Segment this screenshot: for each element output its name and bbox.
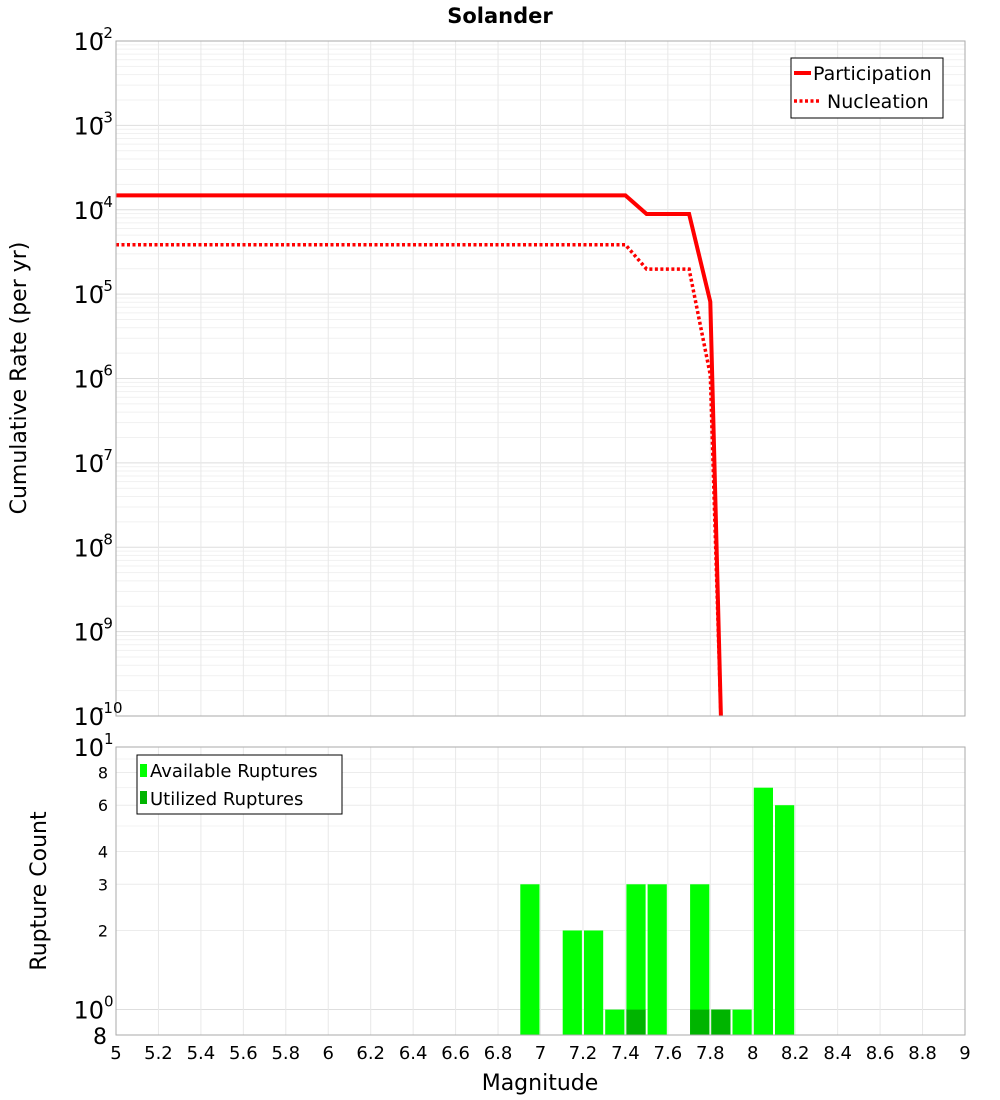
rate-y-tick-exponent: -9 xyxy=(98,615,113,633)
count-y-tick-base: 10 xyxy=(73,997,104,1025)
magnitude-tick-label: 5.8 xyxy=(271,1043,300,1064)
magnitude-tick-label: 5 xyxy=(110,1043,121,1064)
rate-y-tick-base: 10 xyxy=(73,450,104,478)
magnitude-tick-label: 6.2 xyxy=(356,1043,385,1064)
available-rupture-bar xyxy=(647,884,667,1035)
nucleation-legend-label: Nucleation xyxy=(827,91,929,113)
rate-y-tick-base: 10 xyxy=(73,619,104,647)
nucleation-line xyxy=(116,242,723,717)
utilized-rupture-bar xyxy=(711,1009,731,1035)
rate-y-tick-labels: 10-210-310-410-510-610-710-810-910-10 xyxy=(73,24,122,731)
rate-y-tick-base: 10 xyxy=(73,28,104,56)
rate-y-tick-exponent: -7 xyxy=(98,446,113,464)
count-legend: Available Ruptures Utilized Ruptures xyxy=(136,754,343,815)
magnitude-tick-label: 7.6 xyxy=(654,1043,683,1064)
count-y-tick-label: 4 xyxy=(98,842,108,861)
magnitude-tick-label: 8 xyxy=(747,1043,758,1064)
count-plot-frame xyxy=(115,746,966,1036)
count-y-tick-label: 8 xyxy=(98,763,108,782)
available-rupture-bar xyxy=(520,884,540,1035)
rate-y-tick-base: 10 xyxy=(73,112,104,140)
magnitude-tick-label: 8.2 xyxy=(781,1043,810,1064)
magnitude-tick-label: 6.4 xyxy=(399,1043,428,1064)
count-y-tick-exponent: 1 xyxy=(104,730,114,748)
magnitude-tick-label: 7.4 xyxy=(611,1043,640,1064)
magnitude-tick-label: 5.4 xyxy=(187,1043,216,1064)
available-rupture-bar xyxy=(753,787,773,1035)
magnitude-tick-label: 5.6 xyxy=(229,1043,258,1064)
count-bars xyxy=(520,787,795,1035)
magnitude-x-tick-labels: 5 5.2 5.4 5.6 5.8 6 6.2 6.4 6.6 6.8 7 7.2 7.4 7.6 7.8 8… xyxy=(110,1043,970,1064)
utilized-rupture-bar xyxy=(690,1009,710,1035)
available-rupture-bar xyxy=(562,930,582,1035)
rate-legend-box xyxy=(790,57,944,119)
rate-y-tick-exponent: -8 xyxy=(98,530,113,548)
utilized-legend-swatch xyxy=(140,791,147,804)
count-y-axis-label: Rupture Count xyxy=(27,811,52,971)
count-y-tick-base: 10 xyxy=(73,734,104,762)
rate-y-tick-base: 10 xyxy=(73,366,104,394)
magnitude-tick-label: 8.8 xyxy=(908,1043,937,1064)
count-y-tick-label: 8 xyxy=(93,1025,107,1050)
rate-y-tick-base: 10 xyxy=(73,197,104,225)
magnitude-tick-label: 8.4 xyxy=(823,1043,852,1064)
available-rupture-bar xyxy=(775,805,795,1035)
count-y-tick-exponent: 0 xyxy=(104,993,114,1011)
available-rupture-bar xyxy=(626,884,646,1035)
rate-panel: 10-210-310-410-510-610-710-810-910-10 So… xyxy=(7,4,966,731)
participation-legend-label: Participation xyxy=(813,63,932,85)
rate-y-tick-exponent: -10 xyxy=(98,699,123,717)
magnitude-tick-label: 9 xyxy=(959,1043,970,1064)
rate-legend: Participation Nucleation xyxy=(790,57,944,119)
x-axis-label: Magnitude xyxy=(482,1071,599,1096)
rate-y-tick-exponent: -2 xyxy=(98,24,113,42)
rate-y-tick-base: 10 xyxy=(73,281,104,309)
participation-line xyxy=(116,193,723,717)
count-y-tick-label: 3 xyxy=(98,875,108,894)
rate-y-axis-label: Cumulative Rate (per yr) xyxy=(7,242,32,515)
rate-grid xyxy=(115,40,966,717)
rate-y-tick-exponent: -3 xyxy=(98,108,113,126)
magnitude-tick-label: 7 xyxy=(535,1043,546,1064)
magnitude-tick-label: 6.8 xyxy=(484,1043,513,1064)
rate-y-tick-base: 10 xyxy=(73,703,104,731)
magnitude-tick-label: 6.6 xyxy=(441,1043,470,1064)
rate-y-tick-exponent: -6 xyxy=(98,362,113,380)
rate-series xyxy=(116,193,723,717)
count-y-tick-label: 6 xyxy=(98,796,108,815)
count-y-tick-label: 2 xyxy=(98,922,108,941)
available-rupture-bar xyxy=(584,930,604,1035)
magnitude-tick-label: 8.6 xyxy=(866,1043,895,1064)
rate-y-tick-base: 10 xyxy=(73,534,104,562)
rate-y-tick-exponent: -4 xyxy=(98,193,113,211)
utilized-legend-label: Utilized Ruptures xyxy=(150,789,303,810)
rate-plot-frame xyxy=(115,40,966,717)
count-legend-box xyxy=(136,754,343,815)
available-rupture-bar xyxy=(732,1009,752,1035)
magnitude-tick-label: 7.8 xyxy=(696,1043,725,1064)
rate-y-tick-exponent: -5 xyxy=(98,277,113,295)
available-rupture-bar xyxy=(690,884,710,1035)
available-legend-label: Available Ruptures xyxy=(150,761,318,782)
magnitude-tick-label: 6 xyxy=(323,1043,334,1064)
magnitude-tick-label: 5.2 xyxy=(144,1043,173,1064)
magnitude-tick-label: 7.2 xyxy=(569,1043,598,1064)
chart-title: Solander xyxy=(447,4,553,28)
utilized-rupture-bar xyxy=(626,1009,646,1035)
available-legend-swatch xyxy=(140,764,147,777)
available-rupture-bar xyxy=(605,1009,625,1035)
